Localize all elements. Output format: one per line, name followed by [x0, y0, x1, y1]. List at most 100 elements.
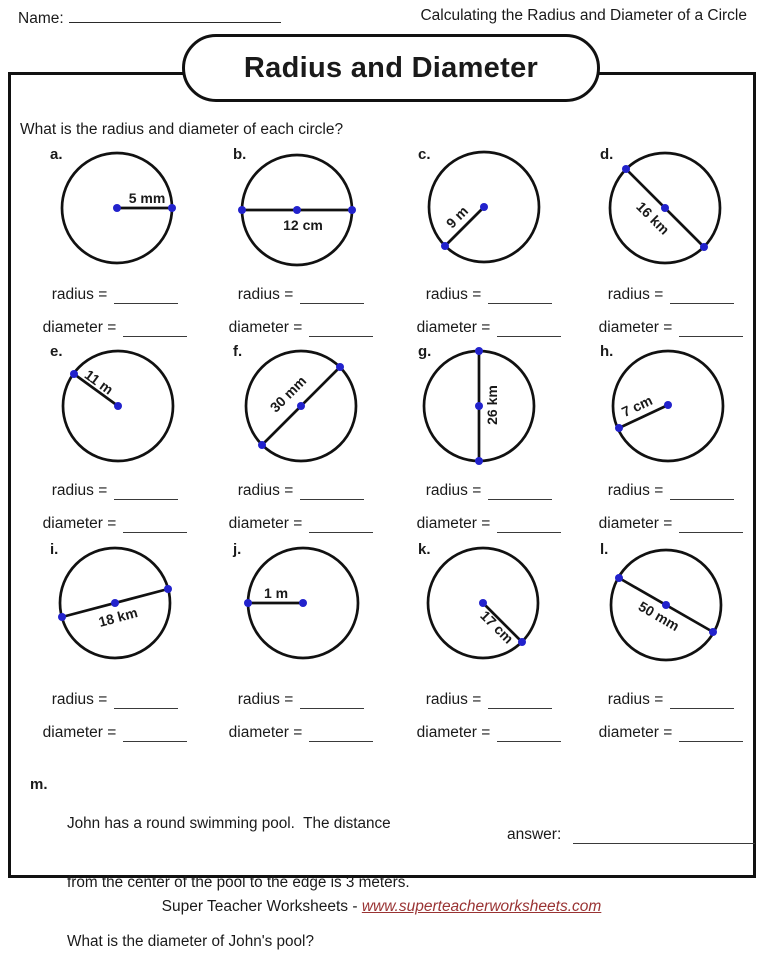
diameter-label: diameter =: [416, 319, 491, 336]
worksheet-title: Radius and Diameter: [243, 51, 539, 84]
radius-blank-line: [114, 288, 179, 304]
radius-blank-line: [114, 693, 179, 709]
diameter-blank-line: [679, 726, 744, 742]
diameter-label: diameter =: [598, 319, 673, 336]
radius-label: radius =: [607, 286, 664, 303]
word-problem-text: John has a round swimming pool. The dist…: [67, 775, 410, 971]
radius-answer-cell: radius =: [15, 691, 215, 709]
main-border-box: [8, 72, 756, 878]
diameter-answer-cell: diameter =: [201, 724, 401, 742]
radius-answer-cell: radius =: [201, 691, 401, 709]
diameter-blank-line: [309, 517, 374, 533]
radius-blank-line: [488, 288, 553, 304]
diameter-answer-cell: diameter =: [571, 515, 763, 533]
diameter-blank-line: [309, 726, 374, 742]
diameter-blank-line: [123, 517, 188, 533]
radius-answer-cell: radius =: [15, 482, 215, 500]
problem-letter: h.: [600, 343, 614, 360]
footer-text: Super Teacher Worksheets - www.superteac…: [0, 898, 763, 916]
answer-label: answer:: [507, 826, 562, 843]
radius-label: radius =: [425, 482, 482, 499]
problem-letter: b.: [233, 146, 247, 163]
diameter-blank-line: [679, 321, 744, 337]
radius-blank-line: [300, 693, 365, 709]
radius-answer-cell: radius =: [571, 691, 763, 709]
radius-blank-line: [300, 288, 365, 304]
diameter-answer-cell: diameter =: [389, 515, 589, 533]
radius-answer-cell: radius =: [389, 286, 589, 304]
diameter-answer-cell: diameter =: [15, 319, 215, 337]
problem-letter: l.: [600, 541, 609, 558]
measurement-label: 1 m: [263, 585, 289, 601]
measurement-label: 12 cm: [283, 217, 323, 233]
radius-label: radius =: [607, 691, 664, 708]
word-problem-line: from the center of the pool to the edge …: [67, 873, 410, 891]
diameter-blank-line: [679, 517, 744, 533]
measurement-label: 26 km: [484, 385, 500, 425]
radius-answer-cell: radius =: [201, 482, 401, 500]
problem-letter: i.: [50, 541, 59, 558]
radius-label: radius =: [51, 691, 108, 708]
problem-letter: a.: [50, 146, 63, 163]
diameter-blank-line: [309, 321, 374, 337]
radius-blank-line: [670, 288, 735, 304]
problem-letter: e.: [50, 343, 63, 360]
radius-blank-line: [670, 484, 735, 500]
word-problem-line: John has a round swimming pool. The dist…: [67, 815, 391, 833]
diameter-label: diameter =: [42, 515, 117, 532]
topic-title: Calculating the Radius and Diameter of a…: [420, 7, 747, 24]
diameter-label: diameter =: [228, 319, 303, 336]
diameter-blank-line: [123, 726, 188, 742]
title-banner: Radius and Diameter: [182, 34, 600, 102]
diameter-answer-cell: diameter =: [201, 319, 401, 337]
diameter-answer-cell: diameter =: [571, 319, 763, 337]
diameter-answer-cell: diameter =: [571, 724, 763, 742]
diameter-blank-line: [497, 517, 562, 533]
radius-blank-line: [670, 693, 735, 709]
radius-blank-line: [488, 693, 553, 709]
diameter-label: diameter =: [42, 319, 117, 336]
measurement-label: 5 mm: [128, 190, 166, 206]
footer-prefix: Super Teacher Worksheets -: [161, 898, 362, 915]
name-blank-line: [68, 7, 281, 23]
diameter-label: diameter =: [228, 724, 303, 741]
problem-letter: f.: [233, 343, 243, 360]
diameter-blank-line: [497, 726, 562, 742]
diameter-blank-line: [497, 321, 562, 337]
diameter-blank-line: [123, 321, 188, 337]
radius-answer-cell: radius =: [571, 286, 763, 304]
radius-blank-line: [488, 484, 553, 500]
problem-letter: c.: [418, 146, 431, 163]
diameter-label: diameter =: [416, 515, 491, 532]
answer-blank-line: [573, 828, 756, 844]
radius-answer-cell: radius =: [389, 691, 589, 709]
radius-label: radius =: [51, 286, 108, 303]
instruction-text: What is the radius and diameter of each …: [20, 121, 344, 138]
diameter-answer-cell: diameter =: [15, 515, 215, 533]
diameter-answer-cell: diameter =: [389, 319, 589, 337]
diameter-answer-cell: diameter =: [15, 724, 215, 742]
footer-link[interactable]: www.superteacherworksheets.com: [361, 898, 602, 915]
radius-label: radius =: [425, 691, 482, 708]
radius-label: radius =: [607, 482, 664, 499]
radius-label: radius =: [237, 286, 294, 303]
diameter-label: diameter =: [416, 724, 491, 741]
radius-label: radius =: [237, 691, 294, 708]
radius-answer-cell: radius =: [15, 286, 215, 304]
problem-letter: j.: [233, 541, 242, 558]
problem-letter: k.: [418, 541, 431, 558]
radius-label: radius =: [237, 482, 294, 499]
diameter-label: diameter =: [598, 515, 673, 532]
name-row: Name:: [18, 7, 281, 28]
problem-letter: d.: [600, 146, 614, 163]
diameter-label: diameter =: [228, 515, 303, 532]
radius-label: radius =: [51, 482, 108, 499]
diameter-answer-cell: diameter =: [201, 515, 401, 533]
diameter-label: diameter =: [42, 724, 117, 741]
word-problem-letter: m.: [30, 776, 48, 793]
radius-label: radius =: [425, 286, 482, 303]
radius-blank-line: [300, 484, 365, 500]
diameter-answer-cell: diameter =: [389, 724, 589, 742]
answer-row: answer:: [507, 826, 756, 844]
radius-answer-cell: radius =: [571, 482, 763, 500]
